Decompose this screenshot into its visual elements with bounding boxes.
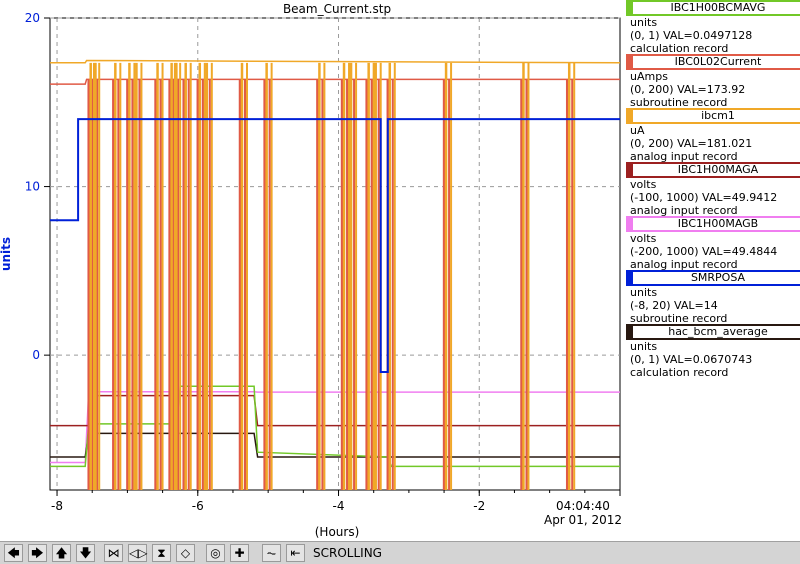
legend-rtype: calculation record — [630, 42, 729, 55]
x-tick-label: -6 — [192, 499, 204, 513]
autoscale-icon[interactable]: ◎ — [206, 544, 225, 562]
y-tick-label: 0 — [32, 348, 40, 362]
legend-range: (-8, 20) VAL=14 — [630, 299, 718, 312]
legend-entry-IBC1H00MAGA[interactable]: IBC1H00MAGA volts (-100, 1000) VAL=49.9412… — [626, 162, 800, 217]
legend-rtype: subroutine record — [630, 312, 728, 325]
legend-units: units — [630, 286, 658, 299]
zoom-out-horizontal-icon[interactable]: ◁▷ — [128, 544, 148, 562]
legend-entry-IBC1H00MAGB[interactable]: IBC1H00MAGB volts (-200, 1000) VAL=49.4844… — [626, 216, 800, 271]
axis-ticks: 20 10 0 -8 -6 -4 -2 — [25, 11, 621, 513]
arrow-right-icon[interactable]: 🡆 — [28, 544, 47, 562]
legend-units: units — [630, 16, 658, 29]
legend-units: units — [630, 340, 658, 353]
legend-entry-hac_bcm_average[interactable]: hac_bcm_average units (0, 1) VAL=0.0670743… — [626, 324, 800, 379]
legend-units: uA — [630, 124, 645, 137]
zoom-out-vertical-icon[interactable]: ◇ — [176, 544, 195, 562]
plot-area[interactable]: Beam_Current.stp units (Hours) 04:04:40 … — [0, 0, 626, 541]
toolbar-status: SCROLLING — [313, 546, 382, 560]
x-tick-label: -8 — [51, 499, 63, 513]
legend-pv-name[interactable]: IBC0L02Current — [626, 54, 800, 70]
series-layer — [50, 59, 621, 490]
y-tick-label: 10 — [25, 180, 40, 194]
legend-units: uAmps — [630, 70, 668, 83]
legend-range: (0, 1) VAL=0.0497128 — [630, 29, 753, 42]
y-tick-label: 20 — [25, 11, 40, 25]
legend-pv-name[interactable]: hac_bcm_average — [626, 324, 800, 340]
toolbar: 🡄 🡆 🡅 🡇 ⋈ ◁▷ ⧗ ◇ ◎ ✚ ⏦ ⇤ SCROLLING — [0, 541, 800, 564]
legend-entry-IBC0L02Current[interactable]: IBC0L02Current uAmps (0, 200) VAL=173.92 su… — [626, 54, 800, 109]
chart-title: Beam_Current.stp — [283, 2, 391, 16]
legend-range: (-100, 1000) VAL=49.9412 — [630, 191, 778, 204]
arrow-left-icon[interactable]: 🡄 — [4, 544, 23, 562]
legend-entry-IBC1H00BCMAVG[interactable]: IBC1H00BCMAVG units (0, 1) VAL=0.0497128 ca… — [626, 0, 800, 55]
legend-range: (0, 200) VAL=173.92 — [630, 83, 746, 96]
x-axis-label: (Hours) — [315, 525, 360, 539]
legend-rtype: analog input record — [630, 204, 738, 217]
legend-pv-name[interactable]: SMRPOSA — [626, 270, 800, 286]
legend-rtype: analog input record — [630, 150, 738, 163]
series-line-SMRPOSA — [50, 118, 620, 373]
legend-rtype: subroutine record — [630, 96, 728, 109]
legend-rtype: analog input record — [630, 258, 738, 271]
y-axis-label: units — [0, 237, 13, 271]
legend-entry-ibcm1[interactable]: ibcm1 uA (0, 200) VAL=181.021 analog input … — [626, 108, 800, 163]
reset-zoom-icon[interactable]: ✚ — [230, 544, 249, 562]
x-end-date-label: Apr 01, 2012 — [544, 513, 622, 527]
x-end-time-label: 04:04:40 — [556, 499, 610, 513]
arrow-down-icon[interactable]: 🡇 — [76, 544, 95, 562]
zoom-in-horizontal-icon[interactable]: ⋈ — [104, 544, 123, 562]
legend-pv-name[interactable]: ibcm1 — [626, 108, 800, 124]
legend-pv-name[interactable]: IBC1H00MAGA — [626, 162, 800, 178]
series-line-ibcm1 — [50, 59, 621, 64]
legend-range: (-200, 1000) VAL=49.4844 — [630, 245, 778, 258]
x-tick-label: -4 — [333, 499, 345, 513]
zoom-in-vertical-icon[interactable]: ⧗ — [152, 544, 171, 562]
legend-pv-name[interactable]: IBC1H00BCMAVG — [626, 0, 800, 16]
x-tick-label: -2 — [473, 499, 485, 513]
plot-frame — [49, 17, 621, 491]
legend-units: volts — [630, 178, 657, 191]
legend-pv-name[interactable]: IBC1H00MAGB — [626, 216, 800, 232]
legend-range: (0, 200) VAL=181.021 — [630, 137, 753, 150]
legend-range: (0, 1) VAL=0.0670743 — [630, 353, 753, 366]
legend-entry-SMRPOSA[interactable]: SMRPOSA units (-8, 20) VAL=14 subroutine re… — [626, 270, 800, 325]
arrow-up-icon[interactable]: 🡅 — [52, 544, 71, 562]
legend-units: volts — [630, 232, 657, 245]
legend: IBC1H00BCMAVG units (0, 1) VAL=0.0497128 ca… — [626, 0, 800, 379]
go-to-end-icon[interactable]: ⇤ — [286, 544, 305, 562]
legend-rtype: calculation record — [630, 366, 729, 379]
scroll-mode-icon[interactable]: ⏦ — [262, 544, 281, 562]
